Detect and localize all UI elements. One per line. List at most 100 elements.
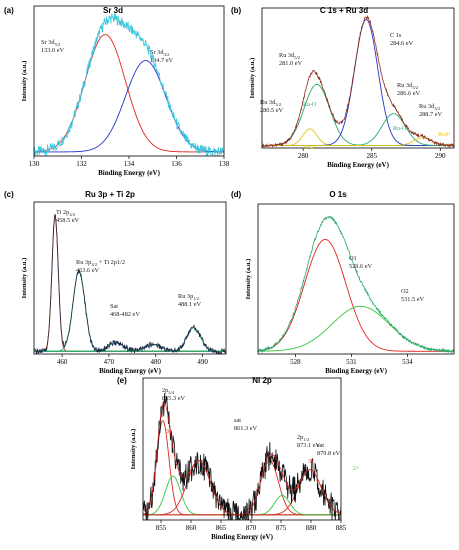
fit-peak-3 <box>262 18 454 146</box>
experimental-spectrum <box>258 215 454 354</box>
y-axis-label: Intensity (a.u.) <box>130 429 137 470</box>
x-tick-label: 855 <box>156 524 167 532</box>
x-tick-label: 531 <box>346 358 357 366</box>
peak-annotation: O2 <box>401 288 409 295</box>
plot-frame <box>257 203 455 355</box>
peak-annotation: sat <box>317 442 324 449</box>
oxidation-tag: Ru4+ <box>303 145 317 151</box>
x-tick-label: 865 <box>216 524 227 532</box>
x-tick-label: 490 <box>197 358 208 366</box>
panel-title: Ni 2p <box>252 376 272 385</box>
peak-annotation: Sat <box>110 303 118 310</box>
peak-annotation: 488.1 eV <box>178 301 202 308</box>
peak-annotation: 879.8 eV <box>317 450 341 457</box>
oxidation-tag: 3+ <box>308 459 315 465</box>
panel-d: (d) O 1s 528 531 534 Binding Energy (eV) Inten… <box>231 190 455 375</box>
peak-annotation: 280.5 eV <box>260 107 284 114</box>
plot-frame <box>33 201 227 355</box>
panel-c: (c) Ru 3p + Ti 2p 460 470 480 490 Binding Ener… <box>4 190 227 375</box>
x-tick-label: 470 <box>104 358 115 366</box>
experimental-spectrum <box>262 15 454 148</box>
panel-tag: (b) <box>231 6 242 15</box>
oxidation-tag: 2+ <box>265 462 272 468</box>
peak-annotation: 288.7 eV <box>419 111 443 118</box>
peak-annotation: 531.5 eV <box>401 296 425 303</box>
x-tick-label: 880 <box>306 524 317 532</box>
fit-peak-4 <box>262 113 454 146</box>
plot-frame <box>142 377 342 521</box>
x-tick-label: 885 <box>336 524 347 532</box>
fit-peak-5 <box>143 495 341 516</box>
peak-annotation: 2p3/4 <box>162 387 175 395</box>
panel-e: (e) Ni 2p 855 860 865 870 875 880 885 Binding Ene… <box>117 376 360 541</box>
y-axis-label: Intensity (a.u.) <box>21 258 28 299</box>
peak-annotation: 134.7 eV <box>150 57 174 64</box>
peak-annotation: 529.6 eV <box>349 263 373 270</box>
panel-title: O 1s <box>329 190 347 199</box>
peak-annotation: Ru 3d3/2 <box>419 103 441 111</box>
plot-area <box>143 392 341 520</box>
peak-annotation: 855.3 eV <box>162 395 186 402</box>
peak-annotation: 468-482 eV <box>110 311 140 318</box>
x-axis-label: Binding Energy (eV) <box>325 367 388 375</box>
x-tick-label: 875 <box>276 524 287 532</box>
peak-annotation: C 1s <box>390 32 402 39</box>
panel-b: (b) C 1s + Ru 3d 280 285 290 Binding Energy (… <box>231 6 455 169</box>
x-tick-label: 534 <box>402 358 413 366</box>
experimental-spectrum <box>143 392 341 520</box>
panel-tag: (a) <box>4 6 14 15</box>
peak-annotation: O1 <box>349 255 357 262</box>
fit-envelope <box>143 402 341 515</box>
peak-annotation: 284.6 eV <box>390 40 414 47</box>
panel-title: Sr 3d <box>103 6 123 15</box>
fit-peak-5 <box>34 327 226 352</box>
plot-area <box>262 15 454 148</box>
x-axis-label: Binding Energy (eV) <box>211 533 274 541</box>
x-tick-label: 132 <box>76 160 87 168</box>
fit-peak-1 <box>258 239 454 352</box>
y-axis-label: Intensity (a.u.) <box>249 58 256 99</box>
x-axis-label: Binding Energy (eV) <box>327 161 390 169</box>
peak-annotation: 2p1/2 <box>297 434 310 442</box>
experimental-spectrum <box>34 13 224 156</box>
fit-peak-5 <box>262 137 454 146</box>
peak-annotation: Ru 3d5/2 <box>260 99 282 107</box>
x-tick-label: 134 <box>124 160 135 168</box>
x-tick-label: 480 <box>151 358 162 366</box>
peak-annotation: Ru 3p3/2 + Ti 2p1/2 <box>76 259 125 267</box>
x-tick-label: 136 <box>171 160 182 168</box>
y-axis-label: Intensity (a.u.) <box>21 61 28 102</box>
peak-annotation: 463.6 eV <box>76 267 100 274</box>
panel-title: C 1s + Ru 3d <box>320 6 368 15</box>
panel-a: (a) Sr 3d 130 132 134 136 138 Binding Energy (e… <box>4 5 230 177</box>
peak-annotation: 286.6 eV <box>397 90 421 97</box>
x-tick-label: 870 <box>246 524 257 532</box>
x-tick-label: 138 <box>219 160 230 168</box>
x-tick-label: 528 <box>290 358 301 366</box>
plot-frame <box>261 7 455 149</box>
panel-title: Ru 3p + Ti 2p <box>85 190 135 199</box>
x-axis-label: Binding Energy (eV) <box>99 367 162 375</box>
x-tick-label: 460 <box>57 358 68 366</box>
panel-tag: (d) <box>231 190 242 199</box>
x-axis-label: Binding Energy (eV) <box>98 169 161 177</box>
fit-peak-2 <box>143 475 341 516</box>
plot-area <box>34 213 226 354</box>
peak-annotation: Ru 3p1/2 <box>178 293 200 301</box>
panel-tag: (e) <box>117 376 127 385</box>
peak-annotation: 281.0 eV <box>279 60 303 67</box>
oxidation-tag: Ru-O <box>393 126 407 132</box>
plot-area <box>34 13 224 156</box>
peak-annotation: Ru 3d5/2 <box>397 82 419 90</box>
oxidation-tag: 3+ <box>166 429 173 435</box>
x-tick-label: 280 <box>298 152 309 160</box>
panel-tag: (c) <box>4 190 14 199</box>
oxidation-tag: Ru-O <box>303 102 317 108</box>
peak-annotation: sat <box>234 417 241 424</box>
y-axis-label: Intensity (a.u.) <box>245 259 252 300</box>
oxidation-tag: Ru4+ <box>438 132 452 138</box>
peak-annotation: Ti 2p3/2 <box>56 209 76 217</box>
peak-annotation: 873.1 eV <box>297 442 321 449</box>
x-tick-label: 130 <box>29 160 40 168</box>
